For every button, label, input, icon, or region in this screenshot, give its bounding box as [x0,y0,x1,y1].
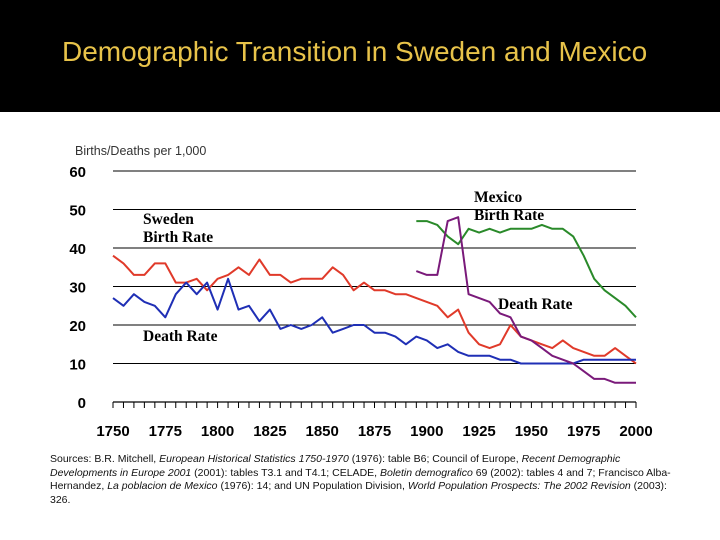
sources-run: La poblacion de Mexico [107,480,218,492]
x-tick-label: 1975 [567,423,600,440]
chart-annotation-line: Birth Rate [143,229,213,246]
sources-run: Sources: B.R. Mitchell, [50,453,160,465]
sources-run: Boletin demografico [379,466,473,479]
chart-annotation-line: Sweden [143,211,194,228]
chart-annotation: Death Rate [143,328,218,345]
sources-run: European Historical Statistics 1750-1970 [159,453,349,465]
y-tick-label: 0 [78,395,86,412]
x-tick-label: 1800 [201,423,234,440]
series-line-mexico-birth-rate [416,220,637,318]
x-tick-label: 1825 [253,423,286,440]
sources-run: (2003): 326. [50,480,667,506]
y-tick-label: 20 [69,318,86,335]
chart-annotation-line: Death Rate [143,328,218,345]
sources-run: (1976): 14; and UN Population Division, [217,480,408,492]
chart-annotation: Death Rate [498,296,573,313]
x-tick-label: 1925 [462,423,495,440]
sources-run: 69 (2002): tables 4 and 7; Francisco Alb… [50,466,671,493]
sources-run: World Population Prospects: The 2002 Rev… [407,480,631,492]
y-tick-label: 60 [69,164,86,181]
x-tick-label: 1875 [358,423,391,440]
chart-area: Births/Deaths per 1,000 0 10 20 30 40 50 60 1750… [0,120,720,450]
y-axis-label: Births/Deaths per 1,000 [75,144,206,158]
x-tick-label: 1775 [149,423,182,440]
chart-annotation-line: Death Rate [498,296,573,313]
x-tick-label: 2000 [619,423,652,440]
sources-note: Sources: B.R. Mitchell, European Histori… [50,453,690,507]
x-tick-label: 1950 [515,423,548,440]
chart-annotation-line: Birth Rate [474,207,544,224]
series-line-mexico-death-rate [415,216,636,384]
chart-annotation: Mexico Birth Rate [474,189,544,224]
sources-run: (2001): tables T3.1 and T4.1; CELADE, [191,466,380,479]
y-tick-label: 10 [69,357,86,374]
sources-run: (1976): table B6; Council of Europe, [348,453,522,465]
y-tick-label: 40 [69,241,86,258]
chart-annotation-line: Mexico [474,189,522,206]
slide-title: Demographic Transition in Sweden and Mex… [62,36,648,67]
sources-run: Recent Demographic Developments in Europ… [50,453,621,479]
y-tick-label: 30 [69,280,86,297]
x-tick-label: 1900 [410,423,443,440]
chart-annotation: Sweden Birth Rate [143,211,213,246]
y-tick-label: 50 [69,203,86,220]
title-rule [0,112,720,115]
series-line-sweden-birth-rate [112,254,637,365]
x-tick-label: 1750 [96,423,129,440]
series-line-sweden-death-rate [112,277,636,365]
title-band: Demographic Transition in Sweden and Mex… [0,0,720,112]
x-tick-label: 1850 [306,423,339,440]
demographic-chart: Births/Deaths per 1,000 0 10 20 30 40 50 60 1750… [69,144,652,440]
